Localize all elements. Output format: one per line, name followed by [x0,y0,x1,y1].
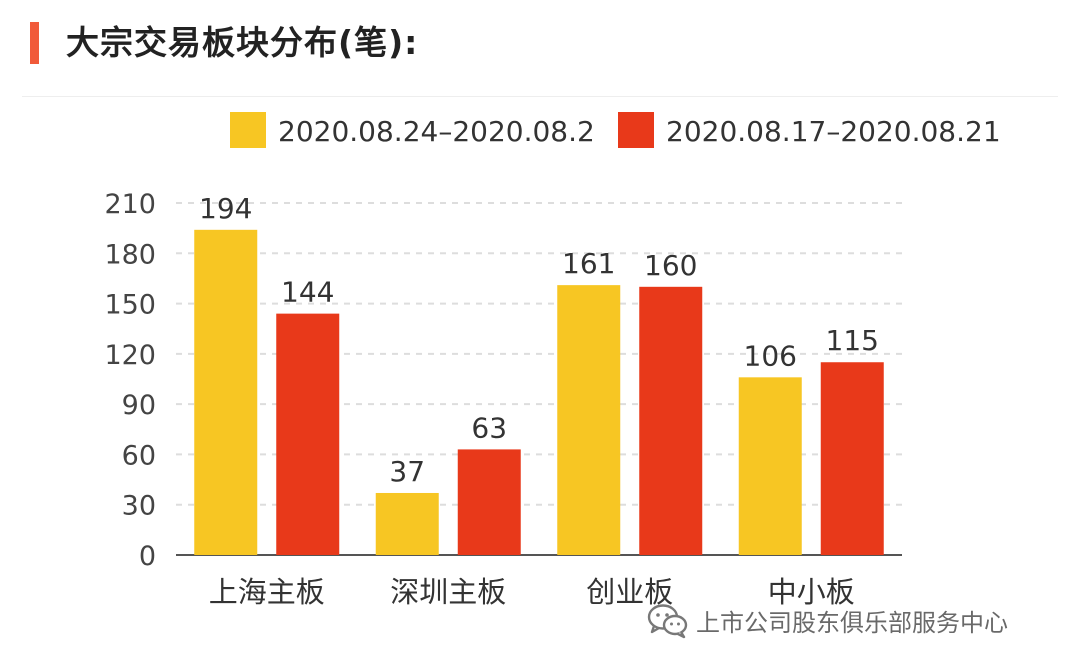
watermark-text: 上市公司股东俱乐部服务中心 [696,608,1008,637]
legend-swatch [618,112,654,148]
bar [457,449,521,555]
y-tick-label: 0 [139,541,156,572]
watermark: 上市公司股东俱乐部服务中心 [646,598,1008,642]
y-tick-label: 90 [122,390,156,421]
y-tick-label: 30 [122,491,156,522]
bar [738,377,802,555]
data-label: 63 [471,411,507,444]
x-tick-label: 创业板 [586,575,673,609]
data-label: 160 [644,249,697,282]
legend-label: 2020.08.24–2020.08.2 [278,115,595,148]
y-tick-label: 210 [104,189,156,220]
y-tick-label: 60 [122,440,156,471]
data-label: 194 [199,192,252,225]
data-label: 37 [389,455,425,488]
x-tick-label: 中小板 [768,575,855,609]
bar [276,313,340,555]
bar [820,362,884,555]
page-title: 大宗交易板块分布(笔): [66,23,419,62]
bar [557,285,621,555]
y-tick-label: 150 [104,290,156,321]
bar [375,492,439,555]
bar [194,229,258,556]
y-tick-label: 120 [104,340,156,371]
wechat-icon [647,604,688,639]
data-label: 106 [744,339,797,372]
title-divider [22,96,1058,97]
data-label: 144 [281,276,334,309]
data-label: 161 [562,247,615,280]
title-accent-bar [30,22,39,64]
legend-label: 2020.08.17–2020.08.21 [666,115,1001,148]
bar [639,286,703,555]
x-tick-label: 上海主板 [209,575,325,609]
data-label: 115 [826,324,879,357]
legend-swatch [230,112,266,148]
x-tick-label: 深圳主板 [390,575,506,609]
y-tick-label: 180 [104,239,156,270]
